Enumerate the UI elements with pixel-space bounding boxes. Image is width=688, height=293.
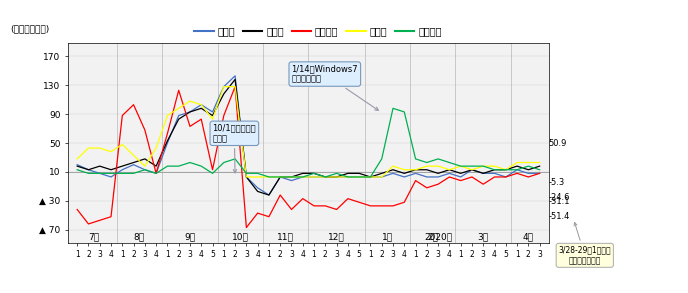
Text: 4/17：全国に緊急
事態宣言を拡大: 4/17：全国に緊急 事態宣言を拡大 [0,292,1,293]
Text: -31.1: -31.1 [548,197,570,206]
Text: 50.9: 50.9 [548,139,567,147]
Text: 2020年: 2020年 [424,232,452,241]
Text: 1月: 1月 [382,232,393,241]
Text: 10/1：消費税率
引上げ: 10/1：消費税率 引上げ [213,124,256,173]
Text: 3/28-29：1都４県
外出自粛、降雪: 3/28-29：1都４県 外出自粛、降雪 [559,223,611,265]
Text: 7月: 7月 [89,232,100,241]
Text: -5.3: -5.3 [548,178,565,187]
Text: 8月: 8月 [133,232,144,241]
Text: 11月: 11月 [277,232,294,241]
Text: 3月: 3月 [477,232,488,241]
Text: 2月: 2月 [427,232,438,241]
Text: 1/14：Windows7
サポート終了: 1/14：Windows7 サポート終了 [292,64,378,110]
Text: 9月: 9月 [184,232,195,241]
Text: -24.6: -24.6 [548,193,570,202]
Text: -51.4: -51.4 [548,212,570,221]
Legend: 冷蔵庫, 洗濯機, エアコン, テレビ, パソコン: 冷蔵庫, 洗濯機, エアコン, テレビ, パソコン [191,22,446,40]
Text: 12月: 12月 [328,232,345,241]
Text: 4月: 4月 [523,232,534,241]
Text: (前年同週比％): (前年同週比％) [10,24,50,33]
Text: 10月: 10月 [233,232,249,241]
